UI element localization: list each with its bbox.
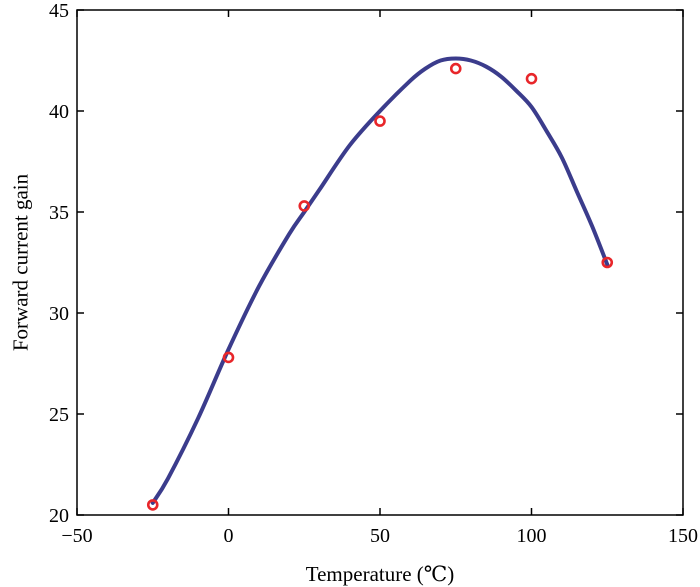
x-tick-label: 100 bbox=[517, 525, 547, 547]
plot-frame bbox=[76, 9, 684, 516]
fit-curve-layer bbox=[150, 56, 610, 505]
data-point bbox=[298, 200, 311, 212]
x-tick-labels: −50 0 50 100 150 bbox=[61, 525, 698, 547]
y-tick-label: 30 bbox=[49, 303, 69, 325]
data-point bbox=[525, 72, 538, 85]
data-points-layer bbox=[146, 62, 614, 511]
x-tick-label: 150 bbox=[668, 525, 698, 547]
x-tick-label: 0 bbox=[224, 525, 234, 547]
tick-marks bbox=[76, 9, 684, 516]
y-tick-label: 20 bbox=[49, 505, 69, 527]
y-tick-label: 35 bbox=[49, 202, 69, 224]
fit-curve bbox=[150, 56, 610, 505]
data-point bbox=[601, 256, 614, 269]
y-axis-title: Forward current gain bbox=[8, 173, 32, 351]
data-point bbox=[146, 499, 159, 511]
data-point bbox=[374, 115, 386, 127]
data-point bbox=[222, 351, 235, 364]
y-tick-label: 45 bbox=[49, 0, 69, 22]
x-tick-label: −50 bbox=[61, 525, 92, 547]
y-tick-label: 40 bbox=[49, 101, 69, 123]
x-tick-label: 50 bbox=[370, 525, 390, 547]
data-point bbox=[449, 62, 462, 75]
y-tick-label: 25 bbox=[49, 404, 69, 426]
y-tick-labels: 20 25 30 35 40 45 bbox=[49, 0, 69, 527]
x-axis-title: Temperature (℃) bbox=[306, 562, 455, 586]
